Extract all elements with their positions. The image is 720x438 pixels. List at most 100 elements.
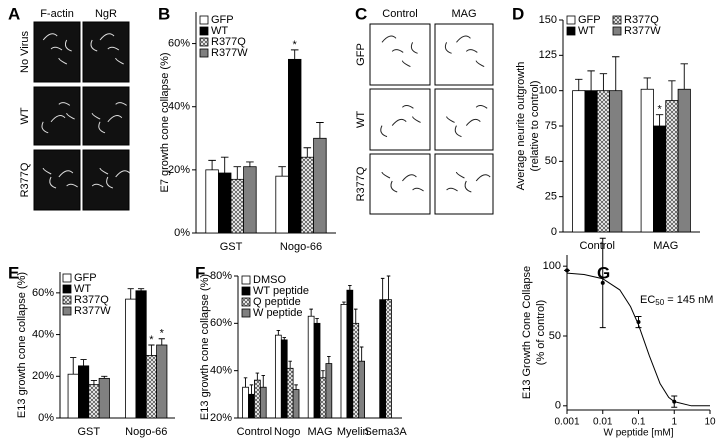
y-axis-title: E7 growth cone collapse (%) bbox=[159, 52, 171, 192]
fit-curve bbox=[566, 272, 710, 407]
bar bbox=[609, 90, 623, 233]
legend-label: WT bbox=[211, 25, 228, 37]
bar bbox=[243, 166, 257, 234]
legend-swatch bbox=[62, 295, 72, 305]
y-tick-label: 60% bbox=[210, 317, 232, 329]
legend-swatch bbox=[199, 37, 209, 47]
y-tick-label: 125 bbox=[539, 49, 557, 61]
error-bar bbox=[278, 166, 286, 177]
x-tick-label: GST bbox=[77, 426, 100, 438]
micrograph bbox=[434, 88, 494, 151]
x-tick-label: Nogo bbox=[274, 426, 300, 438]
bar bbox=[325, 363, 333, 419]
y-tick-label: 100 bbox=[543, 260, 561, 272]
bar bbox=[78, 365, 90, 419]
legend-label: R377Q bbox=[211, 36, 246, 48]
y-axis-title: E13 growth cone collapse (%) bbox=[199, 274, 211, 420]
panel-label: C bbox=[355, 4, 367, 23]
error-bar bbox=[148, 344, 155, 356]
panel-label: F bbox=[195, 263, 205, 282]
error-bar bbox=[612, 56, 620, 91]
error-bar bbox=[90, 380, 98, 385]
legend-label: R377W bbox=[74, 305, 111, 317]
legend-swatch bbox=[241, 297, 251, 307]
legend-label: W peptide bbox=[253, 307, 303, 319]
neurite bbox=[380, 105, 421, 138]
legend-swatch bbox=[241, 308, 251, 318]
error-bar bbox=[575, 78, 583, 91]
y-tick-label: 100 bbox=[539, 85, 557, 97]
error-bar bbox=[321, 370, 325, 378]
legend-swatch bbox=[199, 48, 209, 58]
y-tick-label: 150 bbox=[539, 14, 557, 26]
legend-swatch bbox=[612, 15, 622, 25]
x-tick-label: 0.001 bbox=[554, 417, 579, 428]
error-bar bbox=[261, 374, 266, 388]
x-tick-label: 1 bbox=[671, 417, 677, 428]
y-tick-label: 75 bbox=[545, 120, 557, 132]
x-tick-label: MAG bbox=[307, 426, 332, 438]
x-tick-label: MAG bbox=[653, 240, 678, 252]
bar bbox=[319, 377, 327, 419]
legend-swatch bbox=[62, 273, 72, 283]
x-tick-label: Sema3A bbox=[364, 426, 407, 438]
error-bar bbox=[316, 122, 324, 139]
column-label: Control bbox=[382, 8, 417, 20]
y-tick-label: 20% bbox=[168, 164, 190, 176]
error-bar bbox=[208, 159, 216, 170]
y-tick-label: 40% bbox=[32, 328, 54, 340]
neurite bbox=[41, 102, 75, 134]
x-tick-label: Nogo-66 bbox=[280, 241, 322, 253]
neurite bbox=[381, 35, 418, 68]
data-point bbox=[636, 320, 641, 325]
error-bar bbox=[348, 285, 352, 291]
significance-marker: * bbox=[149, 334, 154, 346]
micrograph bbox=[82, 21, 130, 83]
micrograph bbox=[82, 149, 130, 211]
error-bar bbox=[290, 49, 299, 60]
bar bbox=[640, 88, 654, 233]
micrograph bbox=[82, 86, 130, 146]
panel-label: E bbox=[8, 263, 19, 282]
bar bbox=[156, 344, 168, 419]
error-bar bbox=[353, 308, 358, 324]
x-tick-label: 0.1 bbox=[632, 417, 646, 428]
error-bar bbox=[282, 337, 287, 340]
bar bbox=[572, 90, 586, 233]
bar bbox=[677, 88, 691, 233]
error-bar bbox=[220, 156, 229, 174]
y-tick-label: 0% bbox=[174, 227, 190, 239]
bar bbox=[125, 298, 137, 419]
legend-swatch bbox=[566, 15, 576, 25]
error-bar bbox=[309, 308, 313, 317]
y-tick-label: 50 bbox=[549, 330, 561, 342]
legend-label: WT bbox=[74, 283, 91, 295]
micrograph bbox=[33, 21, 81, 83]
y-tick-label: 60% bbox=[168, 37, 190, 49]
row-label: R377Q bbox=[19, 162, 31, 197]
bar bbox=[358, 360, 366, 419]
column-label: F-actin bbox=[40, 8, 74, 20]
y-tick-label: 40% bbox=[210, 365, 232, 377]
neurite bbox=[446, 105, 488, 138]
micrograph bbox=[33, 149, 81, 211]
error-bar bbox=[342, 301, 346, 305]
error-bar bbox=[643, 77, 651, 90]
panel-label: B bbox=[158, 4, 170, 23]
legend-label: WT peptide bbox=[253, 285, 309, 297]
legend-swatch bbox=[62, 306, 72, 316]
y-axis-title: E13 Growth Cone Collapse bbox=[521, 266, 533, 399]
error-bar bbox=[303, 147, 312, 158]
y-tick-label: 25 bbox=[545, 191, 557, 203]
y-tick-label: 50 bbox=[545, 155, 557, 167]
data-point bbox=[672, 399, 677, 404]
bar bbox=[313, 322, 321, 419]
annotation-part: EC bbox=[640, 294, 655, 306]
error-bar bbox=[587, 70, 595, 91]
y-axis-title: Average neurite outgrowth bbox=[515, 62, 527, 191]
neurite bbox=[42, 167, 78, 189]
y-tick-label: 80% bbox=[210, 270, 232, 282]
data-point bbox=[600, 280, 605, 285]
neurite bbox=[91, 167, 131, 189]
bar bbox=[313, 137, 327, 234]
